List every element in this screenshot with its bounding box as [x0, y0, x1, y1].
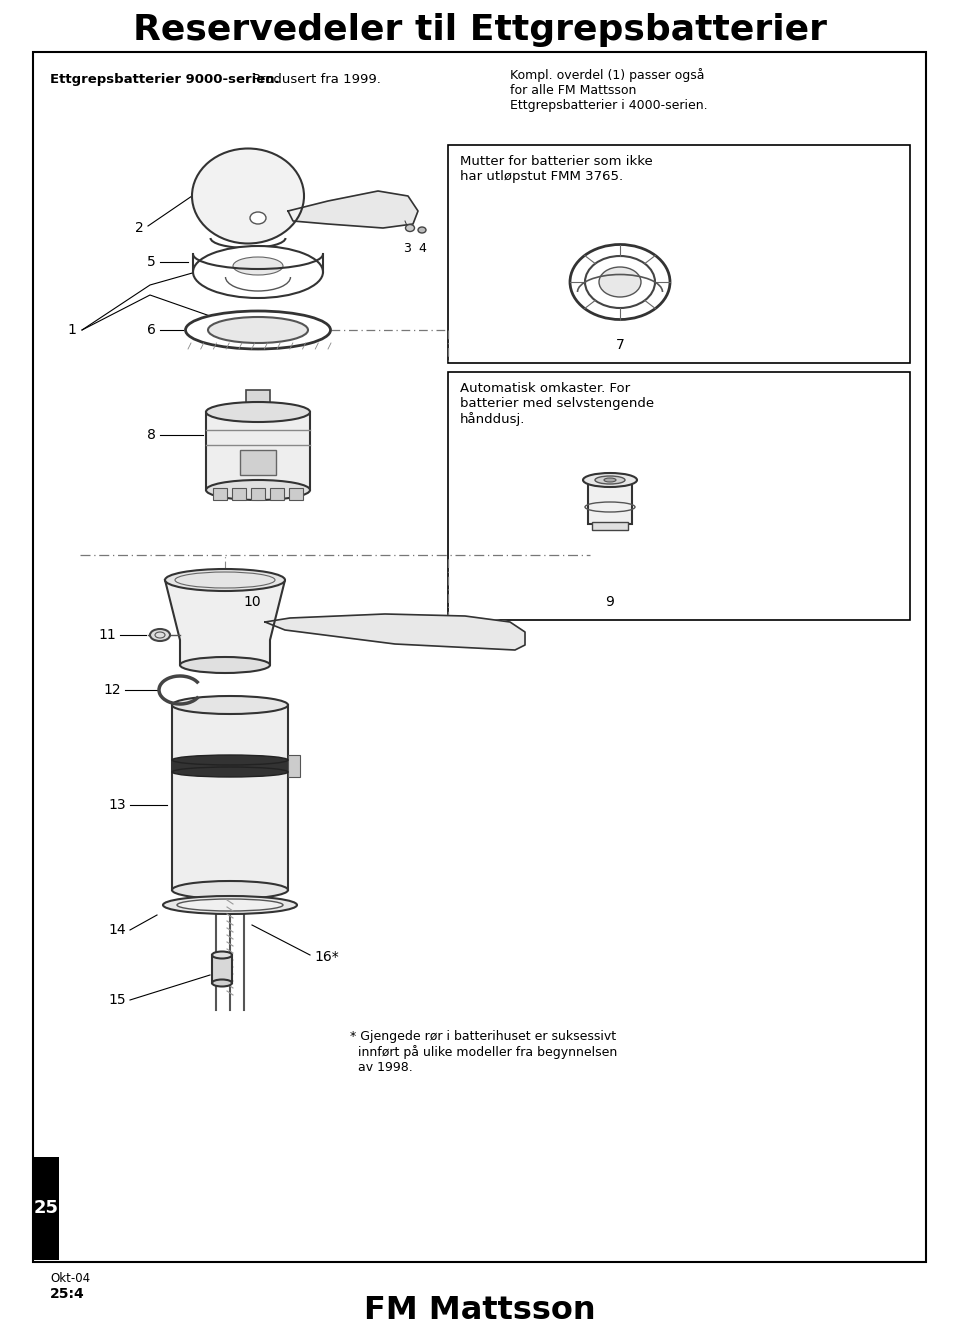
Ellipse shape [180, 656, 270, 673]
Text: 3: 3 [403, 242, 411, 255]
Text: * Gjengede rør i batterihuset er suksessivt
  innført på ulike modeller fra begy: * Gjengede rør i batterihuset er suksess… [350, 1029, 617, 1074]
Text: Produsert fra 1999.: Produsert fra 1999. [248, 74, 381, 86]
Text: 8: 8 [147, 428, 156, 443]
Text: Mutter for batterier som ikke
har utløpstut FMM 3765.: Mutter for batterier som ikke har utløps… [460, 155, 653, 183]
Ellipse shape [206, 402, 310, 422]
Polygon shape [265, 614, 525, 650]
Text: Ettgrepsbatterier 9000-serien.: Ettgrepsbatterier 9000-serien. [50, 74, 279, 86]
Bar [172, 759, 288, 771]
Text: 13: 13 [108, 798, 126, 812]
Text: 9: 9 [606, 595, 614, 608]
Bar [172, 705, 288, 890]
Ellipse shape [595, 476, 625, 484]
Ellipse shape [212, 980, 232, 987]
Text: Automatisk omkaster. For
batterier med selvstengende
hånddusj.: Automatisk omkaster. For batterier med s… [460, 382, 654, 427]
Polygon shape [165, 580, 285, 664]
Bar [592, 521, 628, 529]
Text: 14: 14 [108, 923, 126, 937]
Bar [448, 372, 910, 620]
Text: 25:4: 25:4 [50, 1288, 84, 1301]
Ellipse shape [177, 898, 283, 910]
Text: 16*: 16* [314, 951, 339, 964]
Text: 4: 4 [418, 242, 426, 255]
Ellipse shape [405, 225, 415, 231]
Bar [33, 1157, 59, 1259]
Text: 25: 25 [34, 1199, 59, 1217]
Bar [240, 451, 276, 475]
Text: Okt-04: Okt-04 [50, 1271, 90, 1285]
Text: 5: 5 [147, 255, 156, 269]
Ellipse shape [185, 312, 330, 349]
Text: 15: 15 [108, 993, 126, 1007]
Ellipse shape [193, 246, 323, 298]
Ellipse shape [233, 257, 283, 275]
Bar [246, 390, 270, 412]
Bar [206, 412, 310, 489]
Ellipse shape [418, 227, 426, 233]
Bar [289, 488, 303, 500]
Ellipse shape [585, 255, 655, 308]
Bar [213, 488, 227, 500]
Ellipse shape [208, 317, 308, 344]
Bar [588, 483, 632, 524]
Text: 7: 7 [615, 338, 624, 352]
Text: Reservedeler til Ettgrepsbatterier: Reservedeler til Ettgrepsbatterier [133, 13, 827, 47]
Ellipse shape [163, 896, 297, 915]
Bar [288, 755, 300, 777]
Text: 12: 12 [104, 683, 121, 697]
Ellipse shape [172, 881, 288, 898]
Ellipse shape [172, 755, 288, 765]
Text: 6: 6 [147, 324, 156, 337]
Ellipse shape [192, 148, 304, 243]
Ellipse shape [212, 952, 232, 959]
Text: Kompl. overdel (1) passer også
for alle FM Mattsson
Ettgrepsbatterier i 4000-ser: Kompl. overdel (1) passer også for alle … [510, 68, 708, 112]
Bar [251, 488, 265, 500]
Text: 1: 1 [67, 324, 77, 337]
Ellipse shape [604, 479, 616, 483]
Ellipse shape [583, 473, 637, 487]
Ellipse shape [599, 267, 641, 297]
Ellipse shape [250, 213, 266, 225]
Text: 10: 10 [243, 595, 260, 608]
Ellipse shape [172, 767, 288, 777]
Ellipse shape [172, 697, 288, 714]
Text: 2: 2 [135, 221, 144, 235]
Ellipse shape [150, 628, 170, 640]
Text: 11: 11 [98, 628, 116, 642]
Bar [270, 488, 284, 500]
Bar [232, 488, 246, 500]
Polygon shape [288, 191, 418, 229]
Bar [448, 144, 910, 364]
Text: FM Mattsson: FM Mattsson [364, 1296, 596, 1326]
Ellipse shape [206, 480, 310, 500]
Ellipse shape [570, 245, 670, 320]
Ellipse shape [165, 570, 285, 591]
Bar [212, 955, 232, 983]
